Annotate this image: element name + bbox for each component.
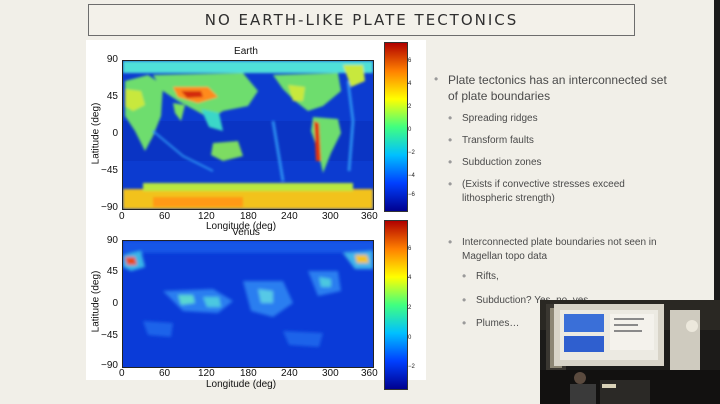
venus-xtick-360: 360 — [361, 368, 378, 379]
earth-xtick-360: 360 — [361, 211, 378, 222]
bullet-dot: • — [462, 316, 467, 330]
bullet-plumes: Plumes… — [476, 318, 520, 329]
earth-cbar-tick: 2 — [408, 104, 412, 110]
earth-map-title: Earth — [234, 46, 258, 57]
bullet-dot: • — [448, 133, 453, 147]
bullet-dot: • — [448, 235, 453, 249]
earth-topo-map — [122, 60, 374, 210]
venus-xtick-180: 180 — [240, 368, 257, 379]
bullet-convective-stresses: (Exists if convective stresses exceed li… — [462, 179, 625, 204]
venus-cbar-tick: 4 — [408, 275, 412, 281]
venus-cbar-tick: 2 — [408, 305, 412, 311]
earth-xtick-60: 60 — [159, 211, 171, 222]
venus-ytick-45: 45 — [106, 266, 118, 277]
bullet-not-seen-magellan: Interconnected plate boundaries not seen… — [462, 237, 657, 262]
bullet-dot: • — [448, 111, 453, 125]
venus-topo-map — [122, 240, 374, 368]
venus-colorbar — [384, 220, 408, 390]
earth-cbar-tick: 6 — [408, 58, 412, 64]
venus-cbar-tick: 6 — [408, 246, 412, 252]
venus-ylabel: Latitude (deg) — [90, 270, 102, 333]
venus-ytick-minus90: −90 — [101, 360, 118, 371]
earth-xtick-120: 120 — [198, 211, 215, 222]
earth-xtick-0: 0 — [119, 211, 125, 222]
venus-ytick-90: 90 — [106, 235, 118, 246]
earth-xtick-240: 240 — [281, 211, 298, 222]
earth-cbar-tick: −2 — [408, 150, 415, 156]
bullet-spreading-ridges: Spreading ridges — [462, 113, 538, 124]
venus-map-title: Venus — [232, 227, 260, 238]
earth-xlabel: Longitude (deg) — [206, 221, 277, 232]
earth-cbar-tick: −4 — [408, 173, 415, 179]
earth-cbar-tick: 4 — [408, 81, 412, 87]
earth-ytick-minus90: −90 — [101, 202, 118, 213]
bullet-dot: • — [434, 72, 439, 86]
earth-xtick-180: 180 — [240, 211, 257, 222]
venus-cbar-tick: −2 — [408, 364, 415, 370]
venus-xtick-60: 60 — [159, 368, 171, 379]
earth-cbar-tick: 0 — [408, 127, 412, 133]
bullet-rifts: Rifts, — [476, 271, 499, 282]
bullet-plate-tectonics: Plate tectonics has an interconnected se… — [448, 73, 667, 103]
earth-xtick-300: 300 — [322, 211, 339, 222]
venus-xtick-240: 240 — [281, 368, 298, 379]
earth-cbar-tick: −6 — [408, 192, 415, 198]
topography-figure: Earth — [86, 40, 426, 390]
bullet-dot: • — [448, 177, 453, 191]
bullet-subduction-question: Subduction? Yes, no, yes — [476, 295, 589, 306]
slide-title-box: NO EARTH-LIKE PLATE TECTONICS — [88, 4, 635, 36]
slide-title: NO EARTH-LIKE PLATE TECTONICS — [204, 11, 519, 29]
earth-colorbar — [384, 42, 408, 212]
earth-ytick-90: 90 — [106, 54, 118, 65]
earth-ylabel: Latitude (deg) — [90, 102, 102, 165]
venus-ytick-minus45: −45 — [101, 330, 118, 341]
venus-ytick-0: 0 — [112, 298, 118, 309]
earth-ytick-0: 0 — [112, 128, 118, 139]
earth-ytick-45: 45 — [106, 91, 118, 102]
venus-xtick-300: 300 — [322, 368, 339, 379]
window-edge — [714, 0, 720, 404]
webcam-overlay — [540, 300, 720, 404]
venus-xlabel: Longitude (deg) — [206, 379, 277, 390]
bullet-subduction-zones: Subduction zones — [462, 157, 542, 168]
bullet-dot: • — [462, 293, 467, 307]
bullet-dot: • — [448, 155, 453, 169]
bullet-transform-faults: Transform faults — [462, 135, 534, 146]
venus-xtick-0: 0 — [119, 368, 125, 379]
bullet-dot: • — [462, 269, 467, 283]
venus-cbar-tick: 0 — [408, 335, 412, 341]
earth-ytick-minus45: −45 — [101, 165, 118, 176]
venus-xtick-120: 120 — [198, 368, 215, 379]
